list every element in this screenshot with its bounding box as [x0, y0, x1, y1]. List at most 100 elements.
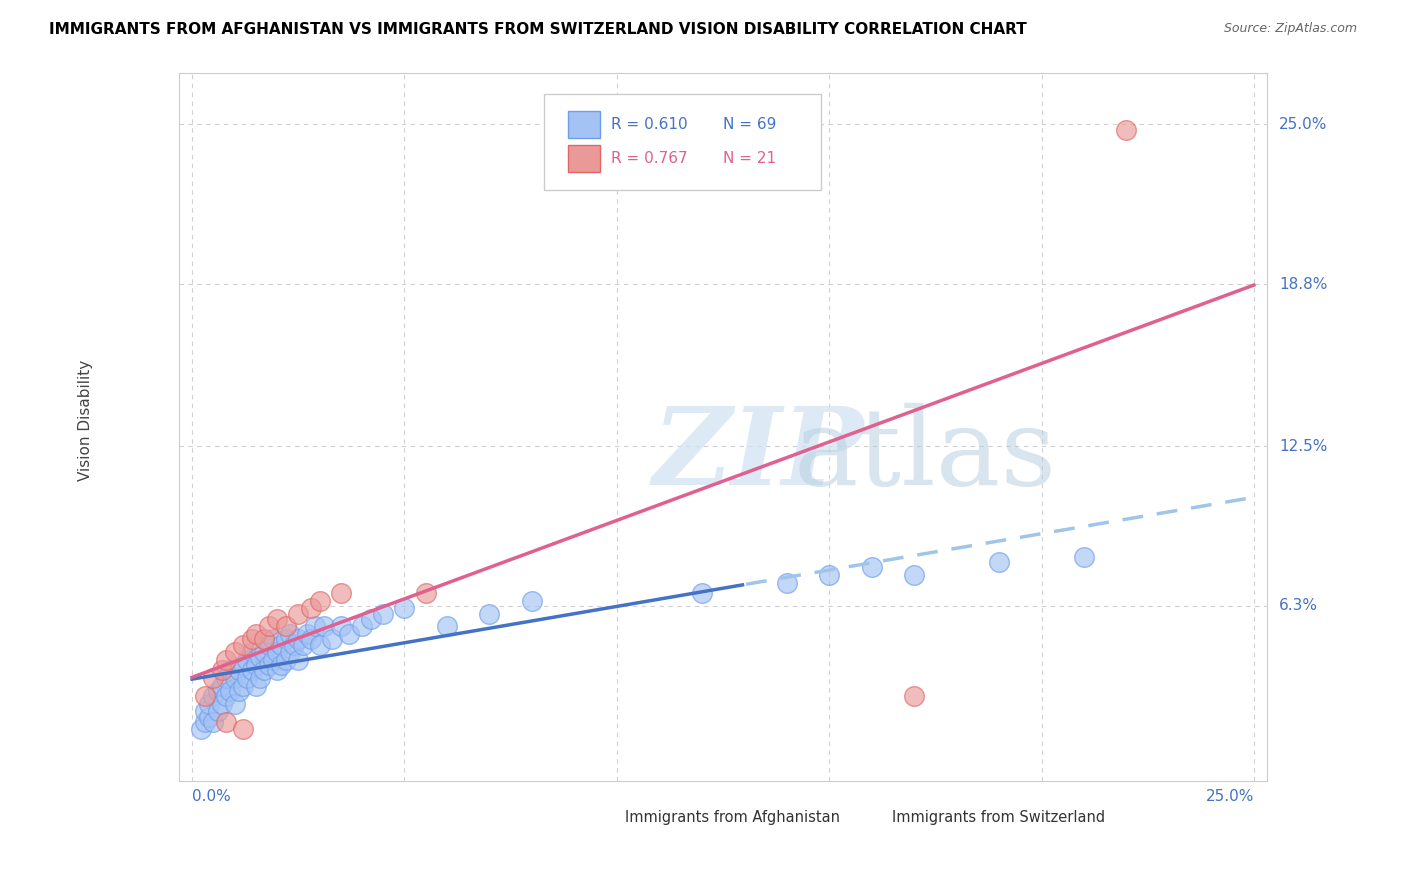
Point: [262, 632, 284, 647]
Text: Immigrants from Afghanistan: Immigrants from Afghanistan: [626, 810, 841, 824]
Point: [287, 653, 309, 667]
Point: [337, 627, 360, 641]
Point: [308, 593, 330, 607]
Point: [299, 601, 322, 615]
Point: [304, 619, 326, 633]
Point: [278, 627, 301, 641]
Point: [202, 714, 225, 729]
Point: [215, 671, 238, 685]
Point: [249, 671, 271, 685]
Point: [287, 607, 309, 621]
Point: [415, 586, 437, 600]
Text: N = 69: N = 69: [723, 117, 776, 132]
Point: [329, 619, 352, 633]
Point: [287, 632, 309, 647]
Point: [274, 619, 297, 633]
Point: [299, 632, 322, 647]
Point: [207, 705, 229, 719]
Point: [257, 658, 280, 673]
Point: [245, 679, 267, 693]
Point: [295, 627, 318, 641]
Point: [266, 645, 288, 659]
Bar: [568, 145, 600, 172]
Point: [321, 632, 343, 647]
Point: [253, 663, 276, 677]
Point: [207, 683, 229, 698]
Text: Immigrants from Switzerland: Immigrants from Switzerland: [891, 810, 1105, 824]
Point: [308, 638, 330, 652]
Point: [776, 575, 799, 590]
Bar: [588, 805, 617, 829]
Point: [818, 568, 841, 582]
Point: [198, 697, 221, 711]
Text: 6.3%: 6.3%: [1279, 599, 1319, 614]
Point: [215, 714, 238, 729]
Point: [257, 619, 280, 633]
Point: [274, 632, 297, 647]
Point: [202, 689, 225, 703]
Point: [215, 653, 238, 667]
Text: Vision Disability: Vision Disability: [79, 359, 93, 481]
Point: [240, 663, 263, 677]
Text: R = 0.610: R = 0.610: [612, 117, 688, 132]
Text: 25.0%: 25.0%: [1205, 789, 1254, 804]
Text: atlas: atlas: [793, 402, 1057, 508]
Point: [329, 586, 352, 600]
Point: [291, 638, 314, 652]
Point: [257, 638, 280, 652]
Point: [860, 560, 883, 574]
Point: [194, 705, 217, 719]
Point: [232, 638, 254, 652]
Point: [240, 645, 263, 659]
Bar: [853, 805, 884, 829]
Point: [1073, 549, 1095, 564]
Text: IMMIGRANTS FROM AFGHANISTAN VS IMMIGRANTS FROM SWITZERLAND VISION DISABILITY COR: IMMIGRANTS FROM AFGHANISTAN VS IMMIGRANT…: [49, 22, 1026, 37]
Point: [232, 658, 254, 673]
Point: [194, 714, 217, 729]
Point: [373, 607, 395, 621]
Point: [520, 593, 543, 607]
Point: [903, 568, 925, 582]
Point: [262, 653, 284, 667]
Point: [224, 697, 246, 711]
Point: [228, 683, 250, 698]
Point: [394, 601, 416, 615]
Point: [219, 663, 242, 677]
Text: Source: ZipAtlas.com: Source: ZipAtlas.com: [1223, 22, 1357, 36]
Point: [190, 723, 212, 737]
Text: R = 0.767: R = 0.767: [612, 151, 688, 166]
Point: [274, 653, 297, 667]
Point: [236, 653, 259, 667]
Point: [240, 632, 263, 647]
Point: [1115, 122, 1137, 136]
Text: ZIP: ZIP: [652, 402, 863, 508]
Point: [224, 645, 246, 659]
Point: [236, 671, 259, 685]
FancyBboxPatch shape: [544, 95, 821, 190]
Text: 18.8%: 18.8%: [1279, 277, 1327, 292]
Point: [270, 638, 292, 652]
Text: 25.0%: 25.0%: [1279, 117, 1327, 132]
Point: [245, 627, 267, 641]
Text: 0.0%: 0.0%: [193, 789, 231, 804]
Point: [436, 619, 458, 633]
Point: [270, 658, 292, 673]
Point: [224, 671, 246, 685]
Point: [312, 619, 335, 633]
Point: [988, 555, 1011, 569]
Point: [245, 658, 267, 673]
Point: [228, 663, 250, 677]
Point: [278, 645, 301, 659]
Point: [198, 709, 221, 723]
Point: [219, 683, 242, 698]
Point: [350, 619, 373, 633]
Bar: [568, 112, 600, 138]
Point: [266, 663, 288, 677]
Point: [215, 689, 238, 703]
Point: [478, 607, 501, 621]
Point: [232, 679, 254, 693]
Point: [690, 586, 713, 600]
Point: [194, 689, 217, 703]
Point: [211, 663, 233, 677]
Point: [202, 671, 225, 685]
